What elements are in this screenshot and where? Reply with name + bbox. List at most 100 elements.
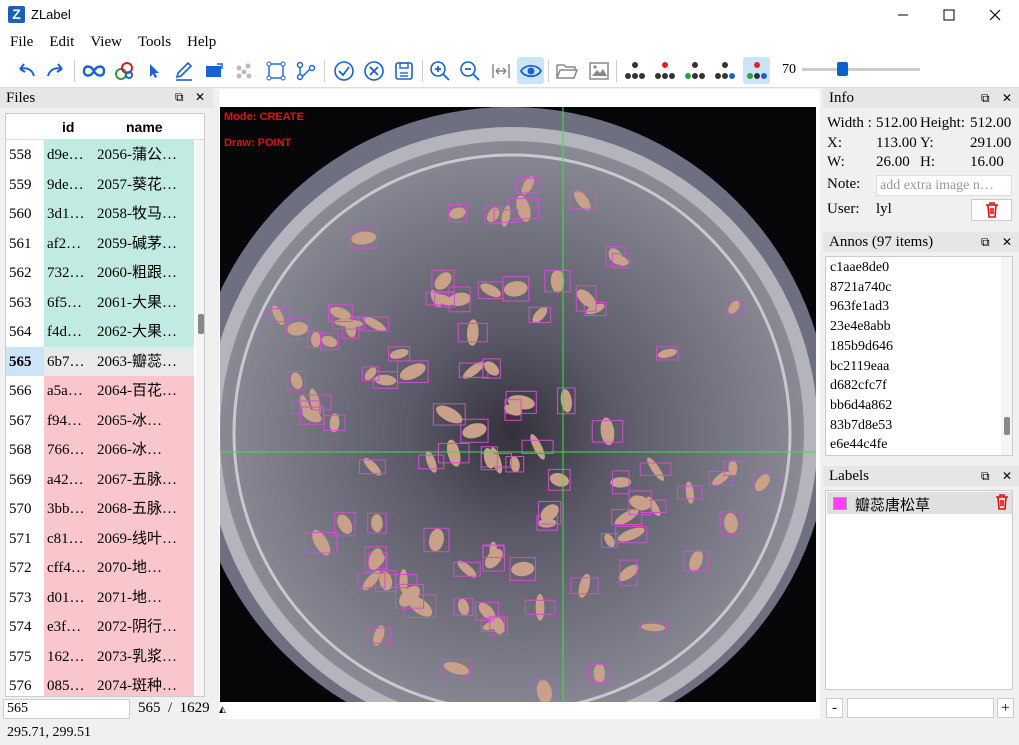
annotation-box[interactable] [397,360,429,384]
menu-file[interactable]: File [10,33,34,50]
open-folder-button[interactable] [553,57,580,84]
annotation-box[interactable] [480,446,498,471]
confirm-button[interactable] [330,57,357,84]
draw-button[interactable] [170,57,197,84]
annotation-box[interactable] [544,270,571,293]
color-mode-1-button[interactable] [621,57,648,84]
color-mode-5-button[interactable] [743,57,770,84]
annotation-box[interactable] [480,617,505,632]
close-icon[interactable]: ✕ [1002,235,1013,249]
annotation-box[interactable] [453,561,481,577]
annotation-box[interactable] [516,177,540,194]
zoom-out-button[interactable] [456,57,483,84]
zoom-slider-handle[interactable] [837,62,849,76]
annotation-box[interactable] [615,525,648,544]
table-row[interactable]: 570 3bb… 2068-五脉… [6,494,194,524]
select-button[interactable] [140,57,167,84]
annotation-box[interactable] [656,346,679,361]
new-label-input[interactable] [847,698,994,718]
float-icon[interactable]: ⧉ [981,235,990,249]
table-row[interactable]: 571 c81… 2069-线叶… [6,523,194,553]
bbox-button[interactable] [262,57,289,84]
annotation-box[interactable] [320,332,339,351]
color-mode-2-button[interactable] [651,57,678,84]
annotation-box[interactable] [437,442,470,464]
cancel-button[interactable] [360,57,387,84]
annotation-box[interactable] [676,485,703,500]
annotation-box[interactable] [524,599,556,615]
delete-user-button[interactable] [971,199,1012,221]
annotation-box[interactable] [504,399,522,421]
annotation-box[interactable] [432,403,466,426]
float-icon[interactable]: ⧉ [981,91,990,105]
rect-button[interactable] [200,57,227,84]
table-row[interactable]: 576 085… 2074-斑种… [6,671,194,696]
annotation-box[interactable] [575,285,597,312]
table-row[interactable]: 564 f4d… 2062-大果… [6,317,194,347]
close-window-button[interactable] [972,0,1018,30]
annotation-box[interactable] [708,470,734,486]
annos-scrollbar-thumb[interactable] [1004,417,1010,435]
annotation-box[interactable] [305,531,338,554]
annotation-item[interactable]: c1aae8de0 [830,260,890,275]
annotation-box[interactable] [568,191,596,210]
annotation-item[interactable]: d682cfc7f [830,378,887,394]
annotation-box[interactable] [357,572,386,589]
annotation-box[interactable] [441,658,472,678]
menu-tools[interactable]: Tools [137,33,172,50]
page-input[interactable]: 565 [3,699,130,719]
annotation-box[interactable] [530,679,558,702]
annotation-box[interactable] [460,418,489,443]
auto-mode-button[interactable] [80,57,107,84]
color-mode-3-button[interactable] [681,57,708,84]
table-row[interactable]: 566 a5a… 2064-百花… [6,376,194,406]
table-row[interactable]: 558 d9e… 2056-蒲公… [6,140,194,170]
column-header-name[interactable]: name [126,119,163,135]
table-row[interactable]: 559 9de… 2057-葵花… [6,169,194,199]
annotation-box[interactable] [548,468,571,491]
table-row[interactable]: 575 162… 2073-乳浆… [6,641,194,671]
annotation-box[interactable] [333,512,356,537]
files-scrollbar[interactable] [196,140,204,696]
annotation-box[interactable] [341,317,360,339]
annotation-box[interactable] [434,292,455,308]
add-label-button[interactable]: + [997,698,1014,718]
open-image-button[interactable] [585,57,612,84]
minimize-button[interactable] [880,0,926,30]
undo-button[interactable] [12,57,39,84]
annotation-box[interactable] [505,456,525,473]
table-row[interactable]: 573 d01… 2071-地… [6,582,194,612]
annotation-item[interactable]: 8721a740c [830,279,892,295]
close-icon[interactable]: ✕ [195,90,206,104]
annotation-box[interactable] [361,366,380,382]
annotation-box[interactable] [474,601,500,621]
table-row[interactable]: 562 732… 2060-粗跟… [6,258,194,288]
table-row[interactable]: 563 6f5… 2061-大果… [6,287,194,317]
annotation-box[interactable] [521,439,554,455]
annotation-box[interactable] [611,508,643,526]
annotation-box[interactable] [457,322,488,343]
annotation-box[interactable] [423,527,450,553]
annotation-box[interactable] [628,490,652,516]
menu-help[interactable]: Help [187,33,217,50]
annotation-box[interactable] [605,246,626,267]
show-annotations-toggle[interactable] [517,57,544,84]
label-color-swatch[interactable] [833,497,847,510]
annotation-box[interactable] [299,394,332,411]
annotation-box[interactable] [285,317,310,340]
close-icon[interactable]: ✕ [1002,469,1013,483]
remove-label-button[interactable]: - [826,698,843,718]
annotation-box[interactable] [489,615,509,636]
annotation-box[interactable] [600,532,619,548]
annotation-item[interactable]: bc2119eaa [830,358,890,374]
annotation-box[interactable] [528,306,552,324]
float-icon[interactable]: ⧉ [981,469,990,483]
color-mode-4-button[interactable] [711,57,738,84]
annotation-item[interactable]: bb6d4a862 [830,397,893,413]
annotation-box[interactable] [639,620,667,635]
annotation-box[interactable] [359,459,386,475]
annotation-box[interactable] [299,406,324,425]
annotation-item[interactable]: 83b7d8e53 [830,417,893,433]
files-scrollbar-thumb[interactable] [198,314,204,334]
table-row[interactable]: 572 cff4… 2070-地… [6,553,194,583]
